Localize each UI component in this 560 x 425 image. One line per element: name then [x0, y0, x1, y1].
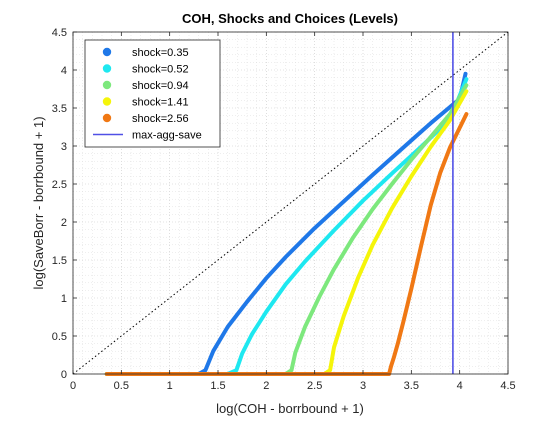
legend: shock=0.35 shock=0.52 shock=0.94 shock=1.41… — [84, 39, 221, 148]
reference-line-group — [72, 31, 509, 375]
y-axis-ticks: 0 0.5 1 1.5 2 2.5 3 3.5 4 4.5 — [52, 27, 508, 381]
x-tick-label: 0 — [70, 380, 76, 392]
chart-title: COH, Shocks and Choices (Levels) — [182, 11, 398, 26]
x-tick-label: 4.5 — [500, 380, 515, 392]
y-tick-label: 3.5 — [52, 103, 67, 115]
legend-label-2: shock=0.94 — [132, 80, 189, 92]
y-tick-label: 2.5 — [52, 179, 67, 191]
legend-marker-2 — [102, 80, 112, 90]
x-tick-label: 1.5 — [210, 380, 225, 392]
y-tick-label: 0 — [61, 369, 67, 381]
y-tick-label: 0.5 — [52, 331, 67, 343]
legend-label-3: shock=1.41 — [132, 97, 189, 109]
x-tick-label: 4 — [457, 380, 463, 392]
x-tick-label: 0.5 — [114, 380, 129, 392]
legend-marker-3 — [102, 97, 112, 106]
plot-frame — [72, 31, 509, 375]
x-tick-label: 1 — [167, 380, 173, 392]
y-tick-label: 1 — [61, 293, 67, 305]
legend-marker-1 — [102, 64, 112, 73]
x-tick-label: 3 — [360, 380, 366, 392]
legend-label-1: shock=0.52 — [132, 64, 189, 76]
x-tick-label: 2.5 — [307, 380, 322, 392]
legend-marker-0 — [102, 47, 112, 57]
reference-line-45deg — [72, 31, 509, 375]
y-tick-label: 1.5 — [52, 255, 67, 267]
x-tick-label: 2 — [263, 380, 269, 392]
y-tick-label: 4 — [61, 65, 67, 77]
y-tick-label: 2 — [61, 217, 67, 229]
legend-marker-4 — [102, 113, 112, 123]
legend-box — [84, 39, 221, 148]
x-axis-label: log(COH - borrbound + 1) — [216, 401, 364, 416]
x-axis-ticks: 0 0.5 1 1.5 2 2.5 3 3.5 4 4.5 — [70, 32, 516, 392]
legend-label-5: max-agg-save — [132, 130, 202, 142]
y-axis-label: log(SaveBorr - borrbound + 1) — [31, 116, 46, 289]
x-tick-label: 3.5 — [404, 380, 419, 392]
y-tick-label: 3 — [61, 141, 67, 153]
y-tick-label: 4.5 — [52, 27, 67, 39]
legend-label-4: shock=2.56 — [132, 113, 189, 125]
legend-label-0: shock=0.35 — [132, 47, 189, 59]
